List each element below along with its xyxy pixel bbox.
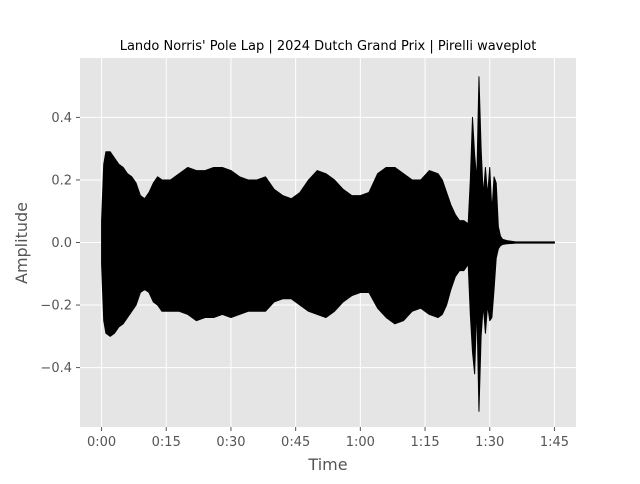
x-axis-ticks: 0:00 0:15 0:30 0:45 1:00 1:15 1:30 1:45 xyxy=(87,427,569,450)
x-tick-label: 1:45 xyxy=(540,435,569,450)
y-tick-label: 0.4 xyxy=(51,111,72,126)
y-tick-label: −0.4 xyxy=(40,361,72,376)
x-tick-label: 1:00 xyxy=(346,435,375,450)
x-axis-label: Time xyxy=(307,455,347,474)
x-tick-label: 1:15 xyxy=(410,435,439,450)
y-tick-label: 0.0 xyxy=(51,236,72,251)
x-tick-label: 0:15 xyxy=(152,435,181,450)
y-tick-label: 0.2 xyxy=(51,173,72,188)
x-tick-label: 0:45 xyxy=(281,435,310,450)
x-tick-label: 1:30 xyxy=(475,435,504,450)
chart-title: Lando Norris' Pole Lap | 2024 Dutch Gran… xyxy=(120,39,537,54)
y-tick-label: −0.2 xyxy=(40,299,72,314)
y-axis-ticks: 0.4 0.2 0.0 −0.2 −0.4 xyxy=(40,111,80,376)
waveform-layer xyxy=(101,76,555,412)
waveform-envelope xyxy=(101,76,555,412)
x-tick-label: 0:30 xyxy=(216,435,245,450)
y-axis-label: Amplitude xyxy=(12,202,31,284)
x-tick-label: 0:00 xyxy=(87,435,116,450)
